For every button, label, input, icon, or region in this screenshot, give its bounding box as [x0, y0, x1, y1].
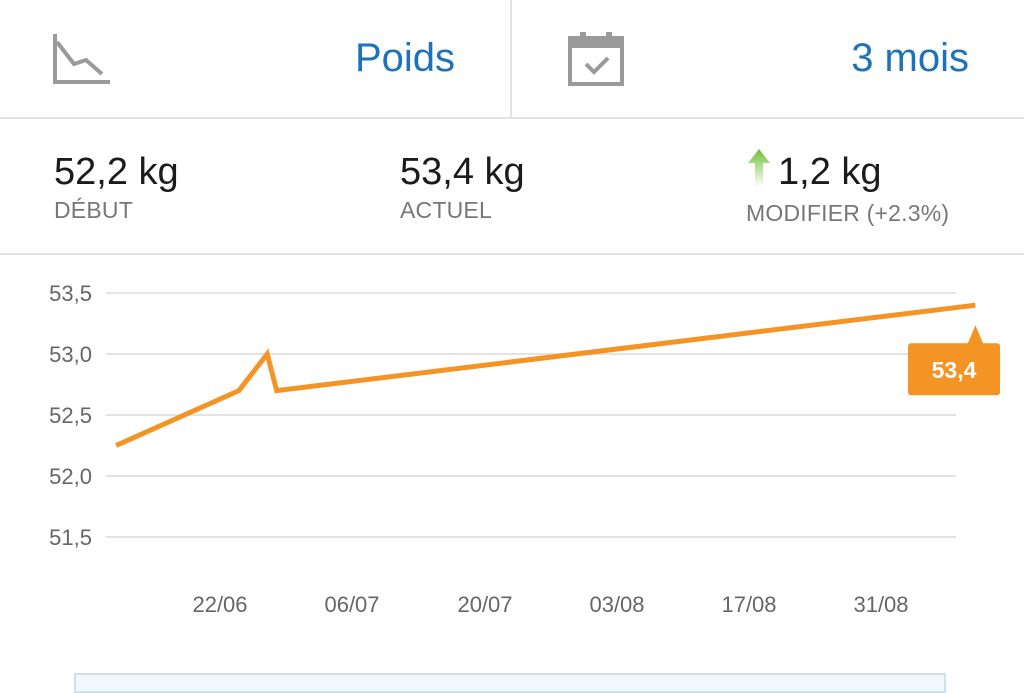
x-tick-label: 22/06: [192, 592, 247, 617]
metric-label[interactable]: Poids: [355, 36, 455, 81]
top-selector-bar: Poids 3 mois: [0, 0, 1024, 119]
weight-trend-icon: [50, 30, 112, 91]
metric-selector[interactable]: Poids: [0, 0, 512, 117]
y-tick-label: 52,5: [49, 403, 92, 428]
bottom-panel: [74, 673, 946, 693]
x-tick-label: 17/08: [721, 592, 776, 617]
calendar-check-icon: [566, 30, 626, 93]
y-tick-label: 53,0: [49, 342, 92, 367]
stat-change-label: MODIFIER (+2.3%): [746, 200, 949, 227]
stat-start: 52,2 kg DÉBUT: [54, 151, 179, 224]
stat-start-value: 52,2 kg: [54, 151, 179, 193]
stat-current-label: ACTUEL: [400, 197, 525, 224]
last-value-label: 53,4: [932, 357, 977, 383]
x-tick-label: 20/07: [457, 592, 512, 617]
weight-series-line: [116, 305, 975, 445]
y-tick-label: 52,0: [49, 464, 92, 489]
arrow-up-icon: [746, 147, 772, 196]
x-tick-label: 03/08: [589, 592, 644, 617]
period-label[interactable]: 3 mois: [851, 36, 969, 81]
stats-row: 52,2 kg DÉBUT 53,4 kg ACTUEL 1,2 kg MODI…: [0, 119, 1024, 255]
x-tick-label: 31/08: [853, 592, 908, 617]
y-tick-label: 51,5: [49, 525, 92, 550]
stat-change-value: 1,2 kg: [778, 151, 882, 193]
y-tick-label: 53,5: [49, 281, 92, 306]
period-selector[interactable]: 3 mois: [512, 0, 1024, 117]
stat-start-label: DÉBUT: [54, 197, 179, 224]
last-value-pointer: [967, 325, 983, 344]
weight-chart: 53,5 53,0 52,5 52,0 51,5 22/06 06/07 20/07 03/08…: [0, 255, 1024, 675]
stat-change: 1,2 kg MODIFIER (+2.3%): [746, 151, 949, 227]
stat-current-value: 53,4 kg: [400, 151, 525, 193]
x-tick-label: 06/07: [324, 592, 379, 617]
stat-current: 53,4 kg ACTUEL: [400, 151, 525, 224]
